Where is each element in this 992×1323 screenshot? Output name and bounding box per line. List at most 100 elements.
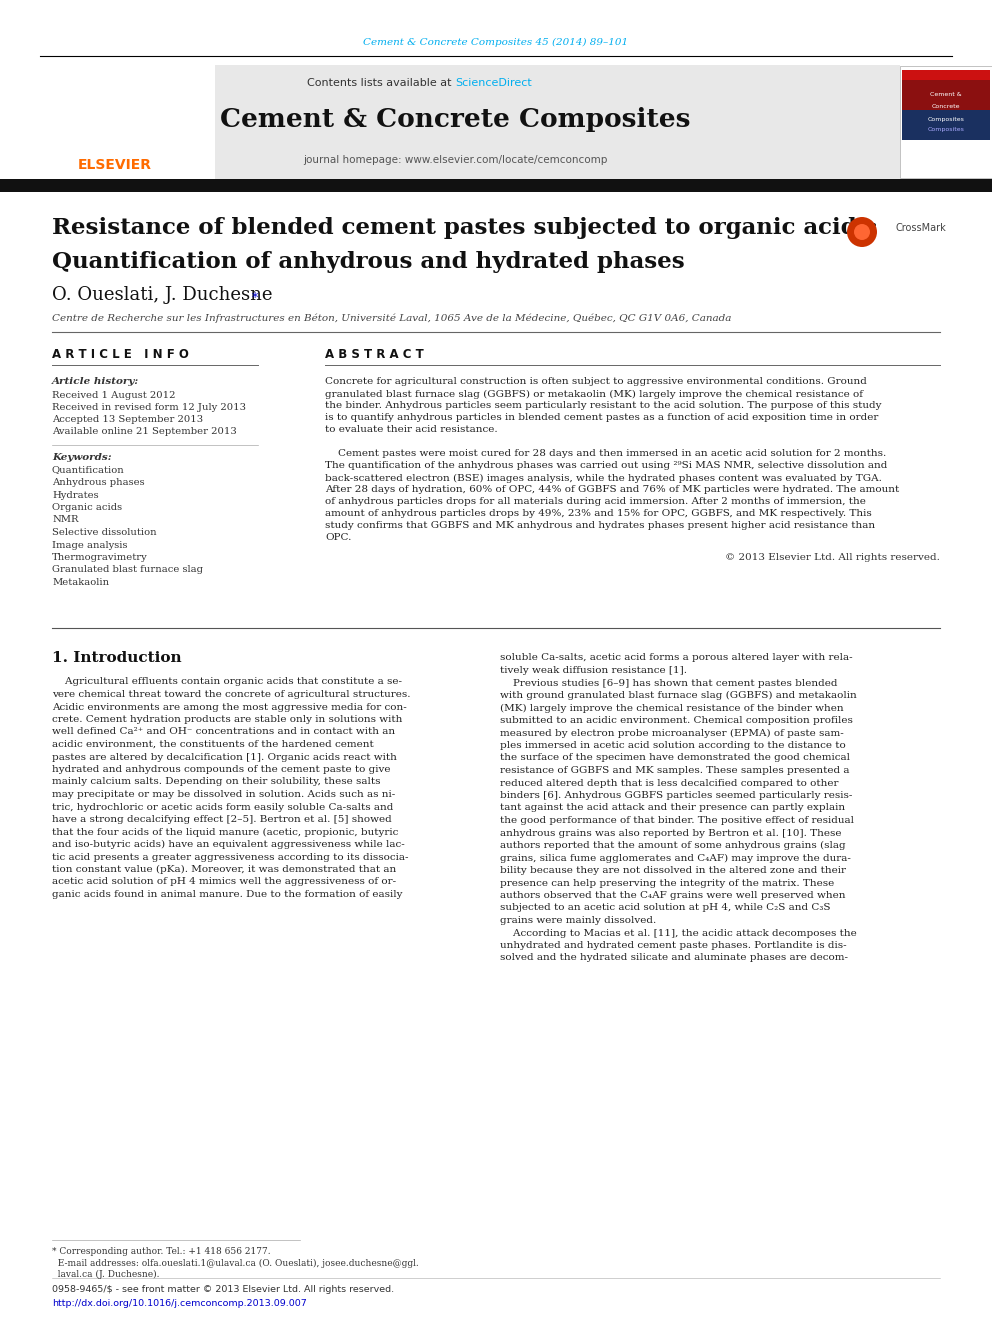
Text: Acidic environments are among the most aggressive media for con-: Acidic environments are among the most a… (52, 703, 407, 712)
Text: ganic acids found in animal manure. Due to the formation of easily: ganic acids found in animal manure. Due … (52, 890, 403, 900)
Bar (900, 66, 992, 179)
Bar (902, 70, 990, 79)
Text: Keywords:: Keywords: (52, 454, 112, 463)
Text: the surface of the specimen have demonstrated the good chemical: the surface of the specimen have demonst… (500, 754, 850, 762)
Text: crete. Cement hydration products are stable only in solutions with: crete. Cement hydration products are sta… (52, 714, 403, 724)
Text: grains, silica fume agglomerates and C₄AF) may improve the dura-: grains, silica fume agglomerates and C₄A… (500, 853, 851, 863)
Text: Granulated blast furnace slag: Granulated blast furnace slag (52, 565, 203, 574)
Text: ScienceDirect: ScienceDirect (455, 78, 532, 89)
Text: to evaluate their acid resistance.: to evaluate their acid resistance. (325, 426, 498, 434)
Text: unhydrated and hydrated cement paste phases. Portlandite is dis-: unhydrated and hydrated cement paste pha… (500, 941, 846, 950)
Text: authors observed that the C₄AF grains were well preserved when: authors observed that the C₄AF grains we… (500, 890, 845, 900)
Text: Accepted 13 September 2013: Accepted 13 September 2013 (52, 415, 203, 425)
Text: After 28 days of hydration, 60% of OPC, 44% of GGBFS and 76% of MK particles wer: After 28 days of hydration, 60% of OPC, … (325, 486, 900, 495)
Bar (40, 65, 215, 180)
Text: Quantification of anhydrous and hydrated phases: Quantification of anhydrous and hydrated… (52, 251, 684, 273)
Text: well defined Ca²⁺ and OH⁻ concentrations and in contact with an: well defined Ca²⁺ and OH⁻ concentrations… (52, 728, 395, 737)
Text: with ground granulated blast furnace slag (GGBFS) and metakaolin: with ground granulated blast furnace sla… (500, 691, 857, 700)
Text: granulated blast furnace slag (GGBFS) or metakaolin (MK) largely improve the che: granulated blast furnace slag (GGBFS) or… (325, 389, 863, 398)
Text: vere chemical threat toward the concrete of agricultural structures.: vere chemical threat toward the concrete… (52, 691, 411, 699)
Text: Cement &: Cement & (930, 93, 962, 98)
Text: mainly calcium salts. Depending on their solubility, these salts: mainly calcium salts. Depending on their… (52, 778, 381, 786)
Circle shape (854, 224, 870, 239)
Text: measured by electron probe microanalyser (EPMA) of paste sam-: measured by electron probe microanalyser… (500, 729, 844, 737)
Text: amount of anhydrous particles drops by 49%, 23% and 15% for OPC, GGBFS, and MK r: amount of anhydrous particles drops by 4… (325, 509, 872, 519)
Text: Resistance of blended cement pastes subjected to organic acids:: Resistance of blended cement pastes subj… (52, 217, 878, 239)
Text: Quantification: Quantification (52, 466, 125, 475)
Text: anhydrous grains was also reported by Bertron et al. [10]. These: anhydrous grains was also reported by Be… (500, 828, 841, 837)
Text: Cement pastes were moist cured for 28 days and then immersed in an acetic acid s: Cement pastes were moist cured for 28 da… (325, 450, 886, 459)
Text: that the four acids of the liquid manure (acetic, propionic, butyric: that the four acids of the liquid manure… (52, 827, 399, 836)
Bar (0, 179, 992, 192)
Text: journal homepage: www.elsevier.com/locate/cemconcomp: journal homepage: www.elsevier.com/locat… (303, 155, 607, 165)
Text: Contents lists available at: Contents lists available at (307, 78, 455, 89)
Text: presence can help preserving the integrity of the matrix. These: presence can help preserving the integri… (500, 878, 834, 888)
Text: * Corresponding author. Tel.: +1 418 656 2177.: * Corresponding author. Tel.: +1 418 656… (52, 1248, 271, 1257)
Text: solved and the hydrated silicate and aluminate phases are decom-: solved and the hydrated silicate and alu… (500, 954, 848, 963)
Text: may precipitate or may be dissolved in solution. Acids such as ni-: may precipitate or may be dissolved in s… (52, 790, 395, 799)
Text: tic acid presents a greater aggressiveness according to its dissocia-: tic acid presents a greater aggressivene… (52, 852, 409, 861)
Text: submitted to an acidic environment. Chemical composition profiles: submitted to an acidic environment. Chem… (500, 716, 853, 725)
Text: Agricultural effluents contain organic acids that constitute a se-: Agricultural effluents contain organic a… (52, 677, 402, 687)
Text: NMR: NMR (52, 516, 78, 524)
Text: *: * (252, 292, 258, 306)
Text: acidic environment, the constituents of the hardened cement: acidic environment, the constituents of … (52, 740, 374, 749)
Text: ELSEVIER: ELSEVIER (78, 157, 152, 172)
Text: Metakaolin: Metakaolin (52, 578, 109, 587)
Text: The quantification of the anhydrous phases was carried out using ²⁹Si MAS NMR, s: The quantification of the anhydrous phas… (325, 462, 888, 471)
Text: back-scattered electron (BSE) images analysis, while the hydrated phases content: back-scattered electron (BSE) images ana… (325, 474, 882, 483)
Text: the binder. Anhydrous particles seem particularly resistant to the acid solution: the binder. Anhydrous particles seem par… (325, 401, 882, 410)
Text: of anhydrous particles drops for all materials during acid immersion. After 2 mo: of anhydrous particles drops for all mat… (325, 497, 866, 507)
Text: Previous studies [6–9] has shown that cement pastes blended: Previous studies [6–9] has shown that ce… (500, 679, 837, 688)
Text: Centre de Recherche sur les Infrastructures en Béton, Université Laval, 1065 Ave: Centre de Recherche sur les Infrastructu… (52, 314, 731, 323)
Text: the good performance of that binder. The positive effect of residual: the good performance of that binder. The… (500, 816, 854, 826)
Text: Selective dissolution: Selective dissolution (52, 528, 157, 537)
Text: CrossMark: CrossMark (895, 224, 945, 233)
Text: grains were mainly dissolved.: grains were mainly dissolved. (500, 916, 657, 925)
Text: According to Macias et al. [11], the acidic attack decomposes the: According to Macias et al. [11], the aci… (500, 929, 857, 938)
Text: resistance of GGBFS and MK samples. These samples presented a: resistance of GGBFS and MK samples. Thes… (500, 766, 849, 775)
Text: Cement & Concrete Composites 45 (2014) 89–101: Cement & Concrete Composites 45 (2014) 8… (363, 37, 629, 46)
Text: Concrete: Concrete (931, 105, 960, 110)
Bar (902, 110, 990, 140)
Text: laval.ca (J. Duchesne).: laval.ca (J. Duchesne). (52, 1270, 160, 1278)
Text: Image analysis: Image analysis (52, 541, 128, 549)
Text: have a strong decalcifying effect [2–5]. Bertron et al. [5] showed: have a strong decalcifying effect [2–5].… (52, 815, 392, 824)
Text: A B S T R A C T: A B S T R A C T (325, 348, 424, 361)
Text: Thermogravimetry: Thermogravimetry (52, 553, 148, 562)
Text: OPC.: OPC. (325, 533, 351, 542)
Text: Cement & Concrete Composites: Cement & Concrete Composites (220, 107, 690, 132)
Text: Composites: Composites (928, 127, 964, 132)
Text: acetic acid solution of pH 4 mimics well the aggressiveness of or-: acetic acid solution of pH 4 mimics well… (52, 877, 396, 886)
Text: 1. Introduction: 1. Introduction (52, 651, 182, 665)
Text: Anhydrous phases: Anhydrous phases (52, 478, 145, 487)
Text: binders [6]. Anhydrous GGBFS particles seemed particularly resis-: binders [6]. Anhydrous GGBFS particles s… (500, 791, 852, 800)
Text: tant against the acid attack and their presence can partly explain: tant against the acid attack and their p… (500, 803, 845, 812)
Text: © 2013 Elsevier Ltd. All rights reserved.: © 2013 Elsevier Ltd. All rights reserved… (725, 553, 940, 562)
Text: O. Oueslati, J. Duchesne: O. Oueslati, J. Duchesne (52, 286, 273, 304)
Text: ples immersed in acetic acid solution according to the distance to: ples immersed in acetic acid solution ac… (500, 741, 846, 750)
Text: Received 1 August 2012: Received 1 August 2012 (52, 392, 176, 401)
Text: soluble Ca-salts, acetic acid forms a porous altered layer with rela-: soluble Ca-salts, acetic acid forms a po… (500, 654, 853, 663)
Text: Hydrates: Hydrates (52, 491, 98, 500)
Text: study confirms that GGBFS and MK anhydrous and hydrates phases present higher ac: study confirms that GGBFS and MK anhydro… (325, 521, 875, 531)
Text: http://dx.doi.org/10.1016/j.cemconcomp.2013.09.007: http://dx.doi.org/10.1016/j.cemconcomp.2… (52, 1298, 307, 1307)
Text: reduced altered depth that is less decalcified compared to other: reduced altered depth that is less decal… (500, 778, 838, 787)
Text: and iso-butyric acids) have an equivalent aggressiveness while lac-: and iso-butyric acids) have an equivalen… (52, 840, 405, 849)
Text: tively weak diffusion resistance [1].: tively weak diffusion resistance [1]. (500, 665, 687, 675)
Text: 0958-9465/$ - see front matter © 2013 Elsevier Ltd. All rights reserved.: 0958-9465/$ - see front matter © 2013 El… (52, 1286, 394, 1294)
Text: tric, hydrochloric or acetic acids form easily soluble Ca-salts and: tric, hydrochloric or acetic acids form … (52, 803, 394, 811)
Text: authors reported that the amount of some anhydrous grains (slag: authors reported that the amount of some… (500, 841, 845, 851)
Text: pastes are altered by decalcification [1]. Organic acids react with: pastes are altered by decalcification [1… (52, 753, 397, 762)
Text: is to quantify anhydrous particles in blended cement pastes as a function of aci: is to quantify anhydrous particles in bl… (325, 414, 878, 422)
Text: hydrated and anhydrous compounds of the cement paste to give: hydrated and anhydrous compounds of the … (52, 765, 391, 774)
Text: Article history:: Article history: (52, 377, 139, 386)
Text: Composites: Composites (928, 116, 964, 122)
Text: tion constant value (pKa). Moreover, it was demonstrated that an: tion constant value (pKa). Moreover, it … (52, 865, 396, 875)
Text: E-mail addresses: olfa.oueslati.1@ulaval.ca (O. Oueslati), josee.duchesne@ggl.: E-mail addresses: olfa.oueslati.1@ulaval… (52, 1258, 419, 1267)
Text: Available online 21 September 2013: Available online 21 September 2013 (52, 427, 237, 437)
Text: Organic acids: Organic acids (52, 503, 122, 512)
Text: A R T I C L E   I N F O: A R T I C L E I N F O (52, 348, 188, 361)
Text: bility because they are not dissolved in the altered zone and their: bility because they are not dissolved in… (500, 867, 846, 875)
Text: Concrete for agricultural construction is often subject to aggressive environmen: Concrete for agricultural construction i… (325, 377, 867, 386)
